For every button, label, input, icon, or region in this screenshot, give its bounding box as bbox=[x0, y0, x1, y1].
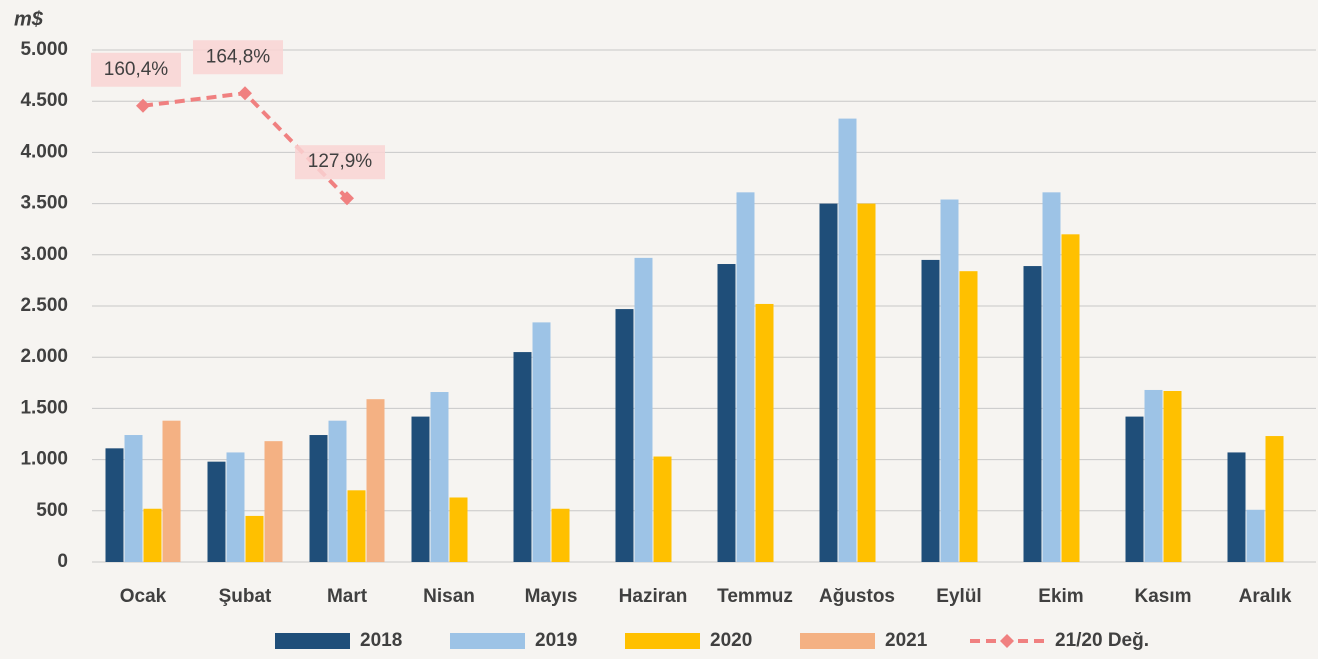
bar bbox=[431, 392, 449, 562]
y-axis-label: m$ bbox=[14, 8, 44, 30]
y-tick-label: 3.500 bbox=[20, 193, 68, 214]
bar bbox=[412, 417, 430, 562]
y-tick-label: 3.000 bbox=[20, 244, 68, 265]
y-tick-label: 0 bbox=[57, 551, 68, 572]
x-tick-label: Kasım bbox=[1134, 586, 1191, 607]
bar bbox=[163, 421, 181, 562]
bar bbox=[246, 516, 264, 562]
y-tick-label: 1.500 bbox=[20, 397, 68, 418]
x-tick-label: Mart bbox=[327, 586, 368, 607]
legend-label: 2021 bbox=[885, 630, 928, 651]
data-label: 160,4% bbox=[104, 59, 169, 80]
bar bbox=[1145, 390, 1163, 562]
y-tick-label: 2.000 bbox=[20, 346, 68, 367]
y-tick-label: 500 bbox=[36, 500, 68, 521]
bar bbox=[144, 509, 162, 562]
bar bbox=[310, 435, 328, 562]
bar bbox=[1266, 436, 1284, 562]
x-tick-label: Haziran bbox=[619, 586, 688, 607]
y-tick-label: 2.500 bbox=[20, 295, 68, 316]
page: m$ 0 500 1.000 1.500 2.000 2.500 3.000 3.500 4.0… bbox=[0, 0, 1318, 659]
bar bbox=[552, 509, 570, 562]
legend-swatch bbox=[625, 633, 700, 649]
y-tick-label: 4.000 bbox=[20, 141, 68, 162]
x-tick-label: Ağustos bbox=[819, 586, 895, 607]
bar bbox=[514, 352, 532, 562]
y-tick-label: 5.000 bbox=[20, 39, 68, 60]
bar bbox=[106, 448, 124, 562]
x-tick-label: Temmuz bbox=[717, 586, 793, 607]
bar bbox=[1164, 391, 1182, 562]
bar bbox=[265, 441, 283, 562]
bar bbox=[718, 264, 736, 562]
bar bbox=[737, 192, 755, 562]
bar bbox=[1126, 417, 1144, 562]
legend-label: 21/20 Değ. bbox=[1055, 630, 1149, 651]
bar bbox=[348, 490, 366, 562]
x-tick-label: Ekim bbox=[1038, 586, 1083, 607]
bar bbox=[941, 200, 959, 562]
bar bbox=[858, 204, 876, 562]
bar bbox=[960, 271, 978, 562]
bar bbox=[635, 258, 653, 562]
legend-label: 2019 bbox=[535, 630, 577, 651]
x-tick-label: Nisan bbox=[423, 586, 475, 607]
y-tick-label: 1.000 bbox=[20, 449, 68, 470]
bar bbox=[450, 497, 468, 562]
bar bbox=[1228, 452, 1246, 562]
data-label: 127,9% bbox=[308, 151, 373, 172]
bar bbox=[329, 421, 347, 562]
bar bbox=[208, 462, 226, 562]
x-tick-label: Mayıs bbox=[525, 586, 578, 607]
bar bbox=[533, 322, 551, 562]
bar bbox=[839, 119, 857, 562]
bar bbox=[654, 457, 672, 562]
x-tick-label: Ocak bbox=[120, 586, 167, 607]
legend-label: 2018 bbox=[360, 630, 402, 651]
bar bbox=[1043, 192, 1061, 562]
legend-swatch bbox=[275, 633, 350, 649]
bar bbox=[1247, 510, 1265, 562]
bar bbox=[125, 435, 143, 562]
bar bbox=[227, 452, 245, 562]
bar bbox=[616, 309, 634, 562]
legend-swatch bbox=[450, 633, 525, 649]
legend-swatch bbox=[800, 633, 875, 649]
bar bbox=[1024, 266, 1042, 562]
bar bbox=[820, 204, 838, 562]
data-label: 164,8% bbox=[206, 46, 271, 67]
x-tick-label: Aralık bbox=[1239, 586, 1292, 607]
bar bbox=[756, 304, 774, 562]
x-tick-label: Eylül bbox=[936, 586, 981, 607]
y-tick-label: 4.500 bbox=[20, 90, 68, 111]
bar bbox=[922, 260, 940, 562]
bar bbox=[1062, 234, 1080, 562]
x-tick-label: Şubat bbox=[219, 586, 272, 607]
legend-label: 2020 bbox=[710, 630, 752, 651]
bar bbox=[367, 399, 385, 562]
chart: m$ 0 500 1.000 1.500 2.000 2.500 3.000 3.500 4.0… bbox=[0, 0, 1318, 659]
